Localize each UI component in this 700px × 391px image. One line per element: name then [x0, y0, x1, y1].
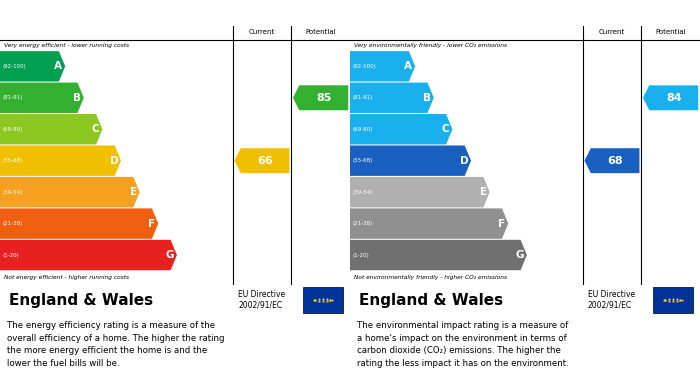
Bar [302, 287, 343, 312]
FancyArrow shape [584, 148, 640, 173]
Text: 85: 85 [316, 93, 332, 103]
FancyArrow shape [0, 177, 140, 207]
Text: E: E [480, 187, 487, 197]
Text: Current: Current [598, 29, 625, 36]
Text: (55-68): (55-68) [353, 158, 373, 163]
Text: (92-100): (92-100) [3, 64, 27, 69]
Text: D: D [460, 156, 468, 166]
Text: Very energy efficient - lower running costs: Very energy efficient - lower running co… [4, 43, 129, 48]
FancyArrow shape [350, 51, 415, 82]
Text: C: C [92, 124, 99, 134]
FancyArrow shape [0, 240, 177, 270]
Text: Very environmentally friendly - lower CO₂ emissions: Very environmentally friendly - lower CO… [354, 43, 507, 48]
FancyArrow shape [0, 145, 121, 176]
FancyArrow shape [0, 83, 84, 113]
Text: B: B [73, 93, 81, 103]
FancyArrow shape [0, 208, 158, 239]
Text: England & Wales: England & Wales [8, 292, 153, 307]
Text: EU Directive
2002/91/EC: EU Directive 2002/91/EC [588, 290, 635, 310]
Text: C: C [442, 124, 449, 134]
FancyArrow shape [350, 145, 471, 176]
Text: G: G [166, 250, 174, 260]
Text: Not energy efficient - higher running costs: Not energy efficient - higher running co… [4, 275, 129, 280]
Text: D: D [110, 156, 118, 166]
FancyArrow shape [350, 240, 527, 270]
Text: 66: 66 [258, 156, 273, 166]
Text: Potential: Potential [655, 29, 686, 36]
Bar [652, 287, 693, 312]
Text: (69-80): (69-80) [3, 127, 23, 132]
Text: Not environmentally friendly - higher CO₂ emissions: Not environmentally friendly - higher CO… [354, 275, 507, 280]
Text: (21-38): (21-38) [353, 221, 373, 226]
Text: 84: 84 [666, 93, 682, 103]
Text: (39-54): (39-54) [3, 190, 23, 195]
Text: (39-54): (39-54) [353, 190, 373, 195]
Text: (92-100): (92-100) [353, 64, 377, 69]
Text: E: E [130, 187, 136, 197]
Text: Environmental Impact (CO₂) Rating: Environmental Impact (CO₂) Rating [358, 7, 591, 20]
FancyArrow shape [234, 148, 290, 173]
Text: England & Wales: England & Wales [358, 292, 503, 307]
Text: F: F [498, 219, 505, 229]
Text: F: F [148, 219, 155, 229]
Text: The energy efficiency rating is a measure of the
overall efficiency of a home. T: The energy efficiency rating is a measur… [7, 321, 225, 368]
Text: EU Directive
2002/91/EC: EU Directive 2002/91/EC [238, 290, 285, 310]
Text: (81-91): (81-91) [353, 95, 373, 100]
FancyArrow shape [0, 114, 102, 144]
Text: A: A [405, 61, 412, 71]
FancyArrow shape [350, 114, 452, 144]
Text: (81-91): (81-91) [3, 95, 23, 100]
Text: (1-20): (1-20) [353, 253, 370, 258]
Text: B: B [423, 93, 431, 103]
FancyArrow shape [0, 51, 65, 82]
Text: G: G [516, 250, 524, 260]
FancyArrow shape [293, 85, 349, 110]
FancyArrow shape [350, 208, 508, 239]
Text: (69-80): (69-80) [353, 127, 373, 132]
Text: Current: Current [248, 29, 275, 36]
Text: (1-20): (1-20) [3, 253, 20, 258]
Text: Potential: Potential [305, 29, 336, 36]
Text: (21-38): (21-38) [3, 221, 23, 226]
Text: Energy Efficiency Rating: Energy Efficiency Rating [8, 7, 172, 20]
Text: 68: 68 [608, 156, 623, 166]
Text: (55-68): (55-68) [3, 158, 23, 163]
Text: A: A [55, 61, 62, 71]
FancyArrow shape [350, 177, 490, 207]
FancyArrow shape [350, 83, 434, 113]
FancyArrow shape [643, 85, 699, 110]
Text: The environmental impact rating is a measure of
a home's impact on the environme: The environmental impact rating is a mea… [357, 321, 568, 368]
